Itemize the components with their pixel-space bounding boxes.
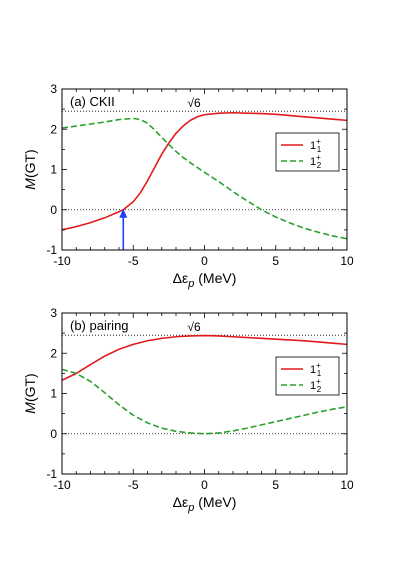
x-axis-label: Δεp (MeV)	[173, 270, 237, 290]
legend-label-sub: 1	[317, 145, 322, 154]
y-tick-label: 1	[50, 163, 57, 177]
legend-label-sup: +	[316, 153, 321, 162]
y-tick-label: 3	[50, 306, 57, 320]
legend-label-sup: +	[316, 361, 321, 370]
legend: 1+ 11+ 2	[275, 356, 340, 396]
x-axis-label-main: Δε	[173, 494, 189, 510]
x-tick-label: 5	[272, 478, 279, 492]
y-tick-label: 2	[50, 122, 57, 136]
legend-label: 1+ 2	[310, 377, 322, 394]
legend-label-sup: +	[316, 377, 321, 386]
x-axis-label-unit: (MeV)	[194, 270, 236, 286]
x-axis-label-unit: (MeV)	[194, 494, 236, 510]
y-axis-label-italic: M	[22, 178, 38, 190]
legend-label-sub: 2	[317, 385, 322, 394]
x-axis-label: Δεp (MeV)	[173, 494, 237, 514]
series-line-1plus-2	[62, 368, 347, 435]
legend-label-base: 1	[310, 364, 316, 376]
legend-label-sup: +	[316, 137, 321, 146]
y-tick-label: 0	[50, 203, 57, 217]
y-axis-label-italic: M	[22, 402, 38, 414]
y-axis-label-rest: (GT)	[22, 149, 38, 178]
y-axis-label: M(GT)	[22, 149, 38, 189]
y-axis-label: M(GT)	[22, 373, 38, 413]
y-axis-label-rest: (GT)	[22, 373, 38, 402]
panel-label: (b) pairing	[70, 318, 129, 333]
x-tick-label: 10	[340, 478, 354, 492]
y-tick-label: 3	[50, 82, 57, 96]
y-tick-label: 0	[50, 427, 57, 441]
y-tick-label: -1	[46, 467, 57, 481]
x-axis-label-sub: p	[187, 502, 194, 514]
x-tick-label: -5	[128, 478, 139, 492]
x-tick-label: -10	[53, 478, 71, 492]
x-tick-label: 5	[272, 254, 279, 268]
reference-line-label: √6	[187, 96, 201, 110]
legend-label-base: 1	[310, 380, 316, 392]
x-tick-label: 0	[201, 478, 208, 492]
reference-line-label: √6	[187, 320, 201, 334]
legend-label-sub: 1	[317, 369, 322, 378]
arrow-head	[119, 208, 128, 218]
x-tick-label: 10	[340, 254, 354, 268]
series-line-1plus-1	[62, 334, 347, 381]
legend-label-sub: 2	[317, 161, 322, 170]
x-axis-label-sub: p	[187, 278, 194, 290]
legend-label-base: 1	[310, 156, 316, 168]
x-axis-label-main: Δε	[173, 270, 189, 286]
series-line-1plus-2	[62, 117, 347, 240]
legend-label: 1+ 1	[310, 361, 322, 378]
x-tick-label: -5	[128, 254, 139, 268]
y-tick-label: 1	[50, 387, 57, 401]
series-line-1plus-1	[62, 111, 347, 231]
legend-label: 1+ 1	[310, 137, 322, 154]
legend-label: 1+ 2	[310, 153, 322, 170]
legend-label-base: 1	[310, 140, 316, 152]
x-tick-label: -10	[53, 254, 71, 268]
y-tick-label: 2	[50, 346, 57, 360]
legend: 1+ 11+ 2	[275, 132, 340, 172]
panel-label: (a) CKII	[70, 94, 115, 109]
y-tick-label: -1	[46, 243, 57, 257]
legend-box	[275, 356, 340, 396]
legend-box	[275, 132, 340, 172]
x-tick-label: 0	[201, 254, 208, 268]
